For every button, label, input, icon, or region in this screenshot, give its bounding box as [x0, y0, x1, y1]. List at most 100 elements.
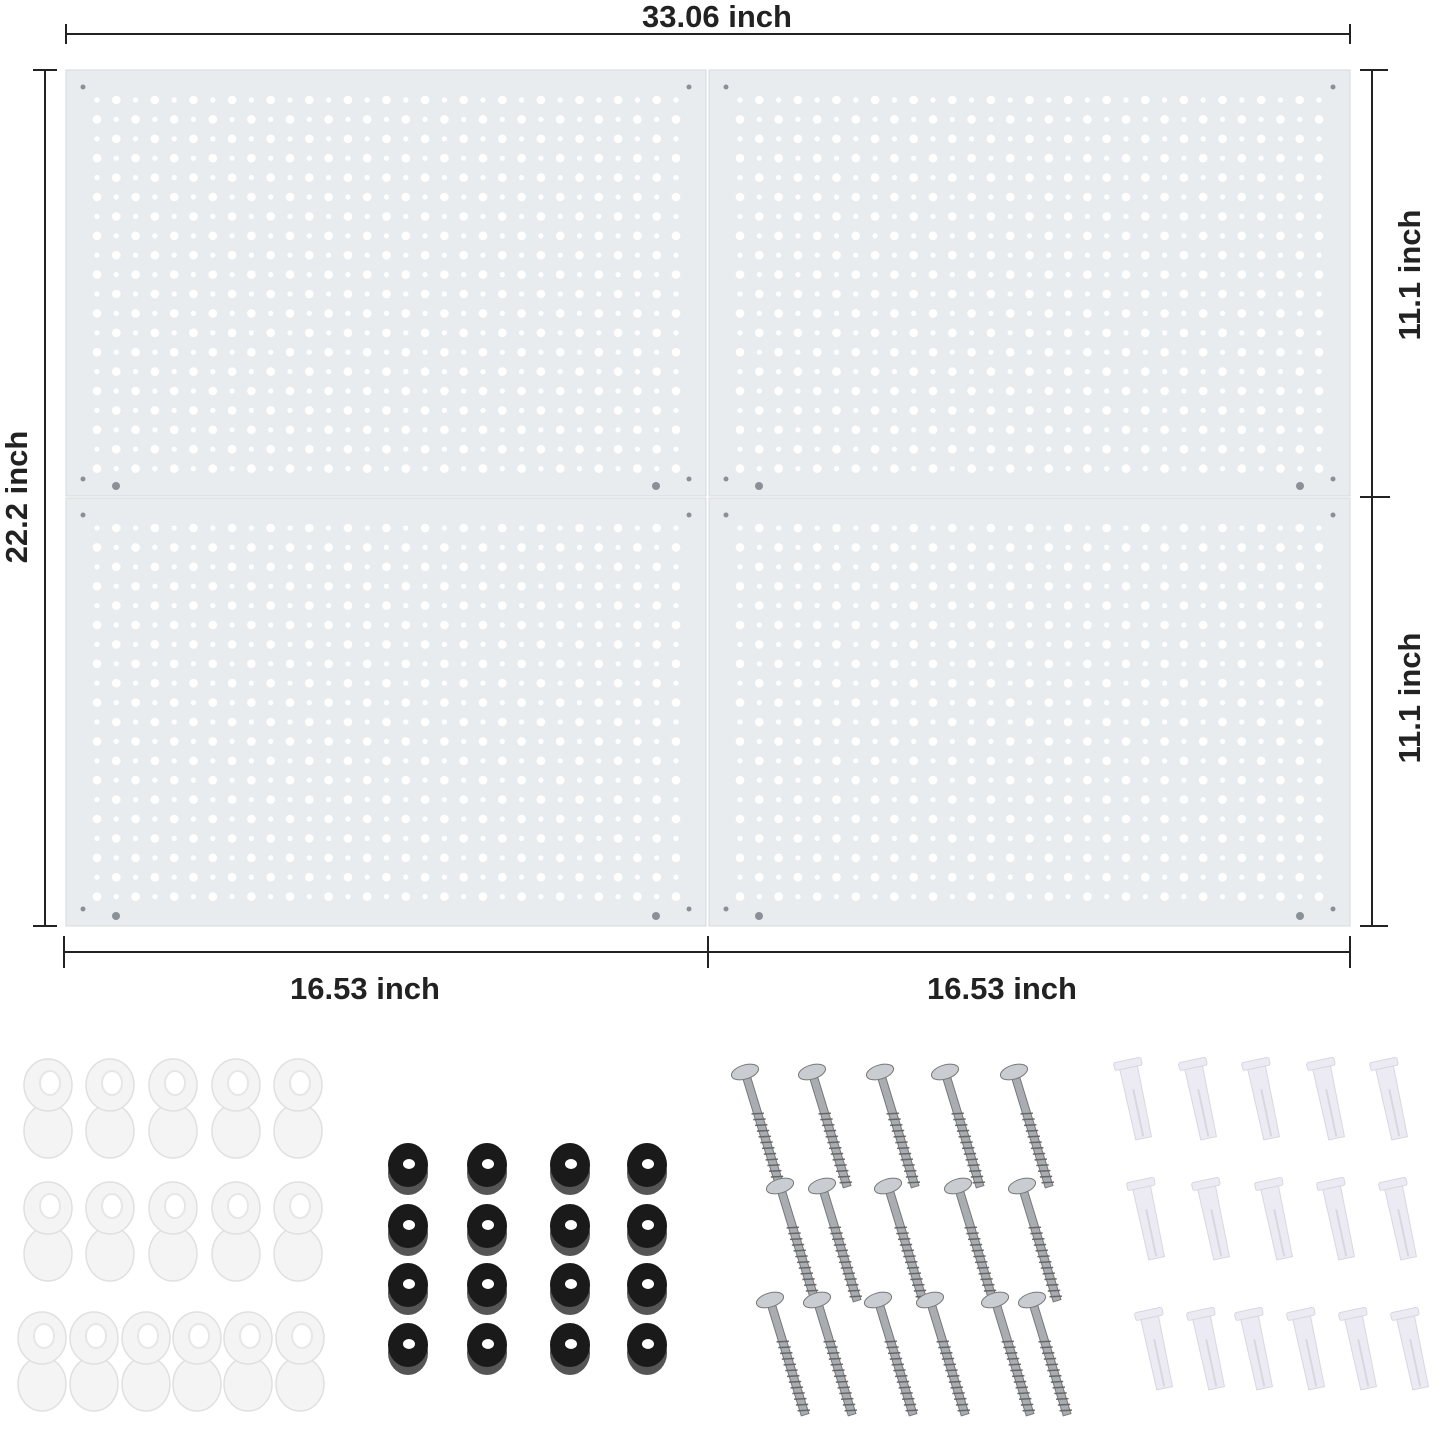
spacer: [627, 1204, 667, 1256]
peg-hole: [1277, 719, 1283, 725]
peg-hole: [1025, 328, 1034, 338]
peg-hole: [210, 446, 216, 452]
peg-hole: [285, 659, 295, 669]
peg-hole: [364, 835, 370, 842]
anchor-slit: [1197, 1089, 1210, 1137]
peg-hole: [94, 369, 100, 375]
peg-hole: [287, 252, 293, 258]
screw-thread: [967, 1164, 980, 1167]
peg-hole: [152, 855, 158, 861]
peg-hole: [169, 192, 179, 202]
peg-hole: [133, 603, 139, 609]
peg-hole: [673, 680, 679, 686]
peg-hole: [189, 562, 198, 572]
peg-hole: [1141, 678, 1150, 688]
peg-hole: [911, 194, 917, 200]
peg-hole: [169, 425, 179, 435]
peg-hole: [1200, 758, 1206, 764]
peg-hole: [538, 194, 544, 200]
peg-hole: [654, 466, 660, 472]
peg-hole: [248, 136, 254, 142]
peg-hole: [133, 835, 139, 842]
peg-hole: [872, 155, 878, 161]
peg-hole: [615, 310, 621, 316]
screw-head: [1017, 1291, 1047, 1309]
peg-hole: [364, 680, 370, 686]
peg-hole: [1044, 425, 1054, 435]
spacer-hole: [642, 1220, 654, 1230]
peg-hole: [1314, 737, 1324, 746]
peg-hole: [461, 855, 467, 861]
screw-thread: [835, 1249, 848, 1252]
peg-hole: [266, 562, 276, 572]
peg-hole: [1044, 620, 1054, 630]
peg-hole: [326, 641, 332, 648]
peg-hole: [1181, 194, 1187, 200]
screw-thread: [912, 1283, 925, 1287]
peg-hole: [673, 758, 679, 764]
peg-hole: [1084, 564, 1090, 570]
peg-hole: [654, 544, 660, 551]
peg-hole: [1181, 233, 1187, 239]
peg-hole: [1237, 386, 1247, 396]
peg-hole: [1025, 523, 1034, 533]
peg-hole: [441, 564, 447, 570]
peg-hole: [459, 717, 469, 727]
peg-hole: [1007, 603, 1013, 609]
total-width-label: 33.06 inch: [642, 0, 792, 34]
peg-hole: [1276, 853, 1285, 863]
peg-hole: [498, 406, 507, 415]
peg-hole: [519, 835, 525, 842]
peg-hole: [92, 892, 102, 901]
peg-hole: [1256, 328, 1266, 338]
peg-hole: [131, 425, 140, 435]
peg-hole: [633, 464, 642, 473]
peg-hole: [615, 816, 621, 822]
peg-hole: [94, 213, 100, 219]
wall-anchor: [1369, 1056, 1409, 1141]
peg-hole: [986, 640, 996, 649]
peg-hole: [774, 309, 783, 318]
peg-hole: [596, 136, 602, 142]
peg-hole: [1314, 153, 1324, 163]
peg-hole: [776, 641, 782, 648]
peg-hole: [928, 543, 938, 552]
peg-hole: [152, 310, 158, 316]
mounting-hole: [112, 912, 120, 920]
peg-hole: [872, 310, 878, 316]
peg-hole: [930, 369, 936, 375]
peg-hole: [1083, 543, 1092, 552]
peg-hole: [247, 814, 256, 824]
peg-hole: [536, 212, 546, 221]
peg-hole: [756, 661, 762, 667]
peg-hole: [499, 310, 505, 316]
peg-hole: [1046, 97, 1052, 103]
peg-hole: [248, 758, 254, 764]
peg-hole: [362, 814, 372, 824]
peg-hole: [478, 620, 488, 630]
peg-hole: [422, 155, 428, 161]
peg-hole: [555, 231, 565, 241]
peg-hole: [150, 872, 160, 882]
peg-hole: [851, 853, 861, 863]
peg-hole: [833, 349, 840, 355]
peg-hole: [793, 212, 803, 221]
peg-hole: [909, 95, 918, 105]
peg-hole: [266, 289, 276, 299]
peg-hole: [795, 855, 801, 861]
screw: [765, 1177, 820, 1303]
peg-hole: [1179, 523, 1189, 533]
peg-hole: [499, 622, 505, 628]
screw-thread: [1040, 1266, 1054, 1269]
peg-hole: [343, 872, 353, 882]
peg-hole: [1121, 659, 1131, 669]
peg-hole: [986, 717, 996, 727]
peg-hole: [1026, 544, 1033, 551]
peg-hole: [890, 309, 899, 318]
peg-hole: [1160, 581, 1169, 591]
peg-hole: [189, 640, 198, 649]
peg-hole: [461, 466, 467, 472]
peg-hole: [480, 136, 486, 142]
screw-head: [863, 1291, 893, 1309]
peg-hole: [1026, 738, 1033, 745]
